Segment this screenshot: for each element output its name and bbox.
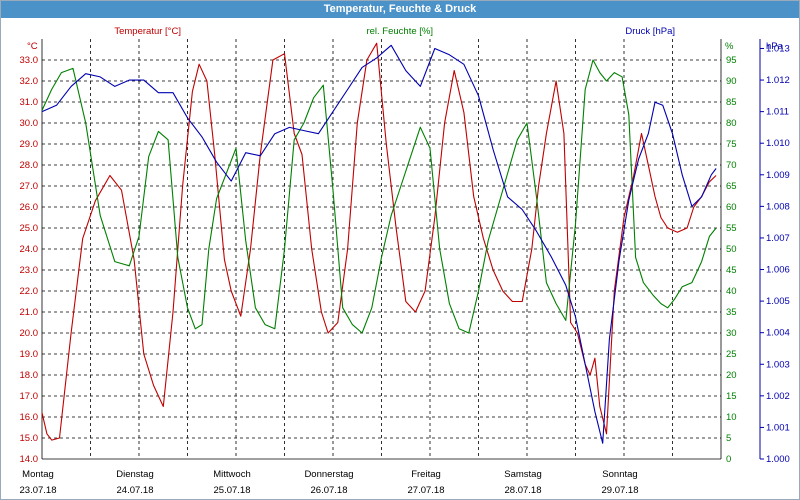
day-label: Donnerstag [304,469,353,480]
date-label: 27.07.18 [408,485,445,496]
hum-tick-label: 55 [726,223,737,234]
press-tick-label: 1.010 [766,138,790,149]
temp-axis-title: Temperatur [°C] [114,26,181,37]
hum-tick-label: 70 [726,160,737,171]
day-label: Mittwoch [213,469,250,480]
press-tick-label: 1.003 [766,359,790,370]
hum-tick-label: 10 [726,412,737,423]
series-line-press [41,44,717,444]
temp-tick-label: 22.0 [20,286,39,297]
temp-tick-label: 27.0 [20,181,39,192]
hum-tick-label: 20 [726,370,737,381]
series-line-temp [41,42,717,441]
date-label: 24.07.18 [117,485,154,496]
hum-tick-label: 60 [726,202,737,213]
press-tick-label: 1.004 [766,328,790,339]
temp-tick-label: 23.0 [20,265,39,276]
temp-tick-label: 17.0 [20,391,39,402]
press-tick-label: 1.007 [766,233,790,244]
day-label: Samstag [504,469,542,480]
hum-tick-label: 80 [726,118,737,129]
press-tick-label: 1.011 [766,107,789,118]
day-label: Sonntag [602,469,637,480]
temp-tick-label: 14.0 [20,454,39,465]
date-label: 29.07.18 [602,485,639,496]
hum-tick-label: 15 [726,391,737,402]
press-tick-label: 1.000 [766,454,790,465]
day-label: Montag [22,469,54,480]
press-tick-label: 1.009 [766,170,790,181]
hum-tick-label: 85 [726,97,737,108]
press-tick-label: 1.013 [766,43,790,54]
temp-tick-label: 31.0 [20,97,39,108]
hum-tick-label: 45 [726,265,737,276]
hum-tick-label: 25 [726,349,737,360]
hum-tick-label: 50 [726,244,737,255]
day-label: Dienstag [116,469,154,480]
press-tick-label: 1.005 [766,296,790,307]
temp-tick-label: 25.0 [20,223,39,234]
window-title: Temperatur, Feuchte & Druck [1,1,799,18]
press-unit-label: hPa [766,41,784,52]
hum-tick-label: 35 [726,307,737,318]
temp-tick-label: 20.0 [20,328,39,339]
series-line-hum [41,59,717,334]
press-axis-title: Druck [hPa] [625,26,675,37]
hum-tick-label: 65 [726,181,737,192]
press-tick-label: 1.001 [766,422,790,433]
hum-tick-label: 0 [726,454,731,465]
press-tick-label: 1.002 [766,391,790,402]
date-label: 25.07.18 [214,485,251,496]
temp-tick-label: 19.0 [20,349,39,360]
hum-tick-label: 95 [726,55,737,66]
temp-tick-label: 29.0 [20,139,39,150]
temp-tick-label: 32.0 [20,76,39,87]
temp-tick-label: 15.0 [20,433,39,444]
temp-tick-label: 33.0 [20,55,39,66]
temp-tick-label: 26.0 [20,202,39,213]
hum-tick-label: 40 [726,286,737,297]
temp-tick-label: 24.0 [20,244,39,255]
hum-axis-title: rel. Feuchte [%] [366,26,433,37]
hum-tick-label: 90 [726,76,737,87]
date-label: 26.07.18 [311,485,348,496]
hum-unit-label: % [725,41,734,52]
hum-tick-label: 30 [726,328,737,339]
press-tick-label: 1.012 [766,75,790,86]
press-tick-label: 1.006 [766,265,790,276]
temp-tick-label: 16.0 [20,412,39,423]
temp-tick-label: 28.0 [20,160,39,171]
temp-tick-label: 30.0 [20,118,39,129]
press-tick-label: 1.008 [766,201,790,212]
date-label: 28.07.18 [505,485,542,496]
day-label: Freitag [411,469,441,480]
hum-tick-label: 75 [726,139,737,150]
temp-tick-label: 21.0 [20,307,39,318]
temp-tick-label: 18.0 [20,370,39,381]
hum-tick-label: 5 [726,433,731,444]
date-label: 23.07.18 [20,485,57,496]
temp-unit-label: °C [27,41,38,52]
